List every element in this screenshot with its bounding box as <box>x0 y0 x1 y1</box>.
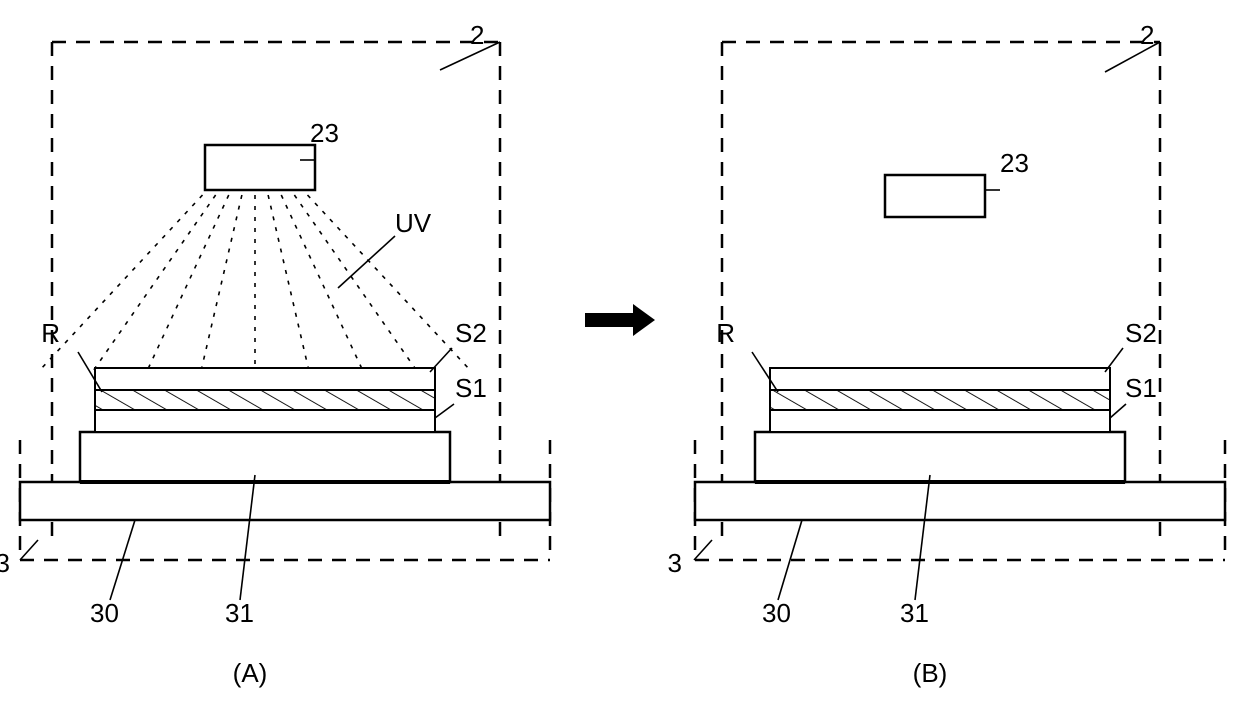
diagram-label: 23 <box>310 118 339 149</box>
diagram-label: (A) <box>233 658 268 689</box>
diagram-label: 2 <box>1140 20 1154 51</box>
diagram-label: S1 <box>455 373 487 404</box>
transition-arrow <box>585 304 655 336</box>
diagram-label: 31 <box>225 598 254 629</box>
diagram-label: R <box>41 318 60 349</box>
diagram-label: 30 <box>762 598 791 629</box>
diagram-label: S1 <box>1125 373 1157 404</box>
diagram-label: 31 <box>900 598 929 629</box>
diagram-label: (B) <box>913 658 948 689</box>
diagram-label: R <box>716 318 735 349</box>
diagram-label: UV <box>395 208 431 239</box>
diagram-label: 30 <box>90 598 119 629</box>
diagram-label: S2 <box>1125 318 1157 349</box>
diagram-label: 23 <box>1000 148 1029 179</box>
diagram-label: 3 <box>668 548 682 579</box>
diagram-label: 2 <box>470 20 484 51</box>
diagram-label: S2 <box>455 318 487 349</box>
diagram-label: 3 <box>0 548 10 579</box>
